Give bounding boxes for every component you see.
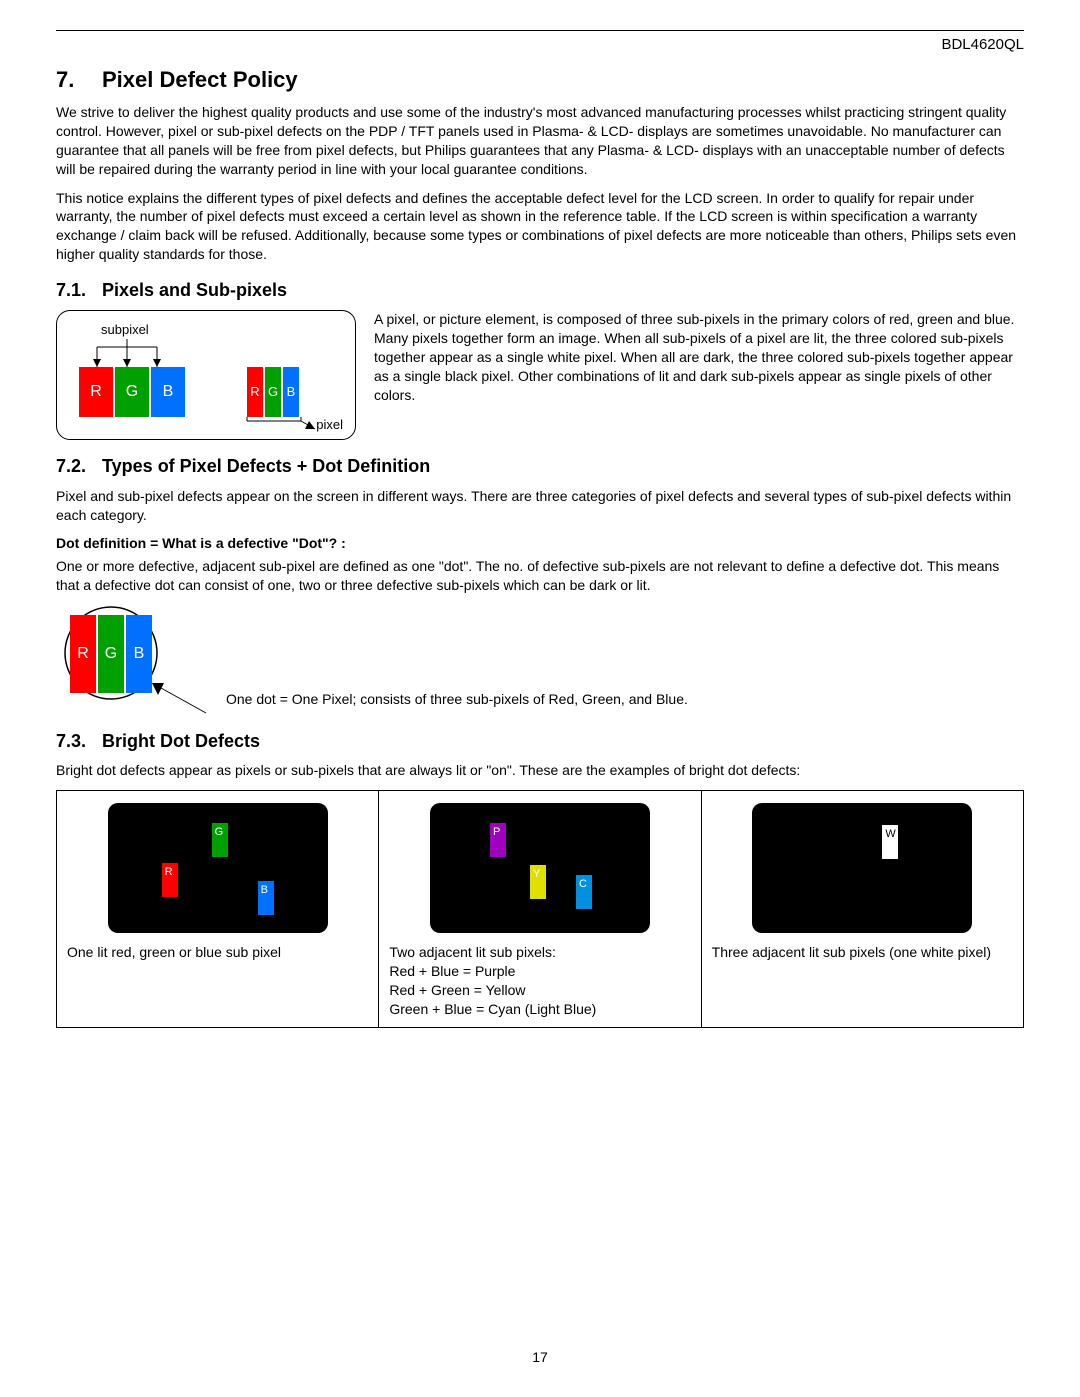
- dot-bar-r: R: [70, 615, 96, 693]
- bright-screen-2: W: [752, 803, 972, 933]
- section-7-2-para2: One or more defective, adjacent sub-pixe…: [56, 557, 1024, 595]
- small-bar-b: B: [283, 367, 299, 417]
- bright-cell-1: PYC Two adjacent lit sub pixels:Red + Blu…: [379, 791, 701, 1028]
- bright-caption-line: Green + Blue = Cyan (Light Blue): [389, 1000, 690, 1019]
- section-7-2-para1: Pixel and sub-pixel defects appear on th…: [56, 487, 1024, 525]
- section-7-3-intro: Bright dot defects appear as pixels or s…: [56, 761, 1024, 780]
- bright-pixel: R: [162, 863, 178, 897]
- section-7-heading: 7.Pixel Defect Policy: [56, 65, 1024, 95]
- dot-bar-b: B: [126, 615, 152, 693]
- bright-cell-2: W Three adjacent lit sub pixels (one whit…: [701, 791, 1023, 1028]
- dot-bar-g: G: [98, 615, 124, 693]
- section-7-3-heading: 7.3.Bright Dot Defects: [56, 729, 1024, 753]
- bright-caption-line: Red + Blue = Purple: [389, 962, 690, 981]
- bright-pixel: P: [490, 823, 506, 857]
- section-7-3-number: 7.3.: [56, 729, 102, 753]
- section-7-3-title: Bright Dot Defects: [102, 731, 260, 751]
- small-bar-r: R: [247, 367, 263, 417]
- bright-caption-line: One lit red, green or blue sub pixel: [67, 943, 368, 962]
- bright-pixel: W: [882, 825, 898, 859]
- big-bar-g: G: [115, 367, 149, 417]
- bright-pixel: C: [576, 875, 592, 909]
- section-7-1-para: A pixel, or picture element, is composed…: [374, 310, 1024, 404]
- bright-screen-0: RGB: [108, 803, 328, 933]
- section-7-1-heading: 7.1.Pixels and Sub-pixels: [56, 278, 1024, 302]
- bright-caption-line: Two adjacent lit sub pixels:: [389, 943, 690, 962]
- big-bar-b: B: [151, 367, 185, 417]
- header-model: BDL4620QL: [56, 35, 1024, 55]
- dot-figure: R G B One dot = One Pixel; consists of t…: [56, 605, 1024, 715]
- bright-dot-table: RGB One lit red, green or blue sub pixel P…: [56, 790, 1024, 1028]
- section-7-title: Pixel Defect Policy: [102, 67, 298, 92]
- section-7-1-number: 7.1.: [56, 278, 102, 302]
- bright-caption-line: Red + Green = Yellow: [389, 981, 690, 1000]
- dot-caption: One dot = One Pixel; consists of three s…: [226, 690, 688, 709]
- bright-pixel: G: [212, 823, 228, 857]
- bright-screen-1: PYC: [430, 803, 650, 933]
- section-7-2-number: 7.2.: [56, 454, 102, 478]
- subpixel-diagram: subpixel pixel R G B: [56, 310, 356, 440]
- big-bar-r: R: [79, 367, 113, 417]
- section-7-number: 7.: [56, 65, 102, 95]
- section-7-2-title: Types of Pixel Defects + Dot Definition: [102, 456, 430, 476]
- header-rule: [56, 30, 1024, 31]
- dot-def-heading: Dot definition = What is a defective "Do…: [56, 534, 1024, 553]
- section-7-1-title: Pixels and Sub-pixels: [102, 280, 287, 300]
- bright-caption-line: Three adjacent lit sub pixels (one white…: [712, 943, 1013, 962]
- page-number: 17: [0, 1348, 1080, 1367]
- section-7-para1: We strive to deliver the highest quality…: [56, 103, 1024, 179]
- dot-diagram: R G B: [56, 605, 216, 715]
- section-7-2-heading: 7.2.Types of Pixel Defects + Dot Definit…: [56, 454, 1024, 478]
- section-7-para2: This notice explains the different types…: [56, 189, 1024, 265]
- bright-pixel: Y: [530, 865, 546, 899]
- bright-pixel: B: [258, 881, 274, 915]
- bright-cell-0: RGB One lit red, green or blue sub pixel: [57, 791, 379, 1028]
- small-bar-g: G: [265, 367, 281, 417]
